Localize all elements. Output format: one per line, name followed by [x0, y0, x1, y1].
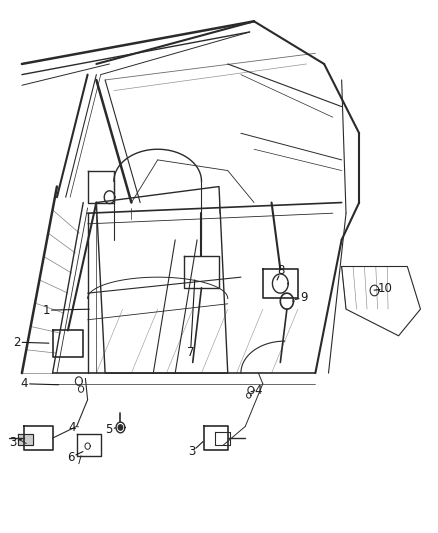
Text: 3: 3	[188, 446, 195, 458]
Text: 7: 7	[187, 346, 194, 359]
Text: 2: 2	[13, 336, 21, 349]
Polygon shape	[118, 425, 123, 430]
Text: 1: 1	[42, 304, 50, 317]
Text: 10: 10	[378, 282, 393, 295]
Text: 5: 5	[105, 423, 112, 435]
Text: 8: 8	[278, 264, 285, 277]
Text: 6: 6	[67, 451, 75, 464]
Text: 9: 9	[300, 291, 308, 304]
Text: 4: 4	[20, 377, 28, 390]
Text: 4: 4	[68, 421, 76, 434]
Text: 3: 3	[10, 436, 17, 449]
Polygon shape	[18, 434, 33, 445]
Text: 4: 4	[254, 384, 262, 397]
